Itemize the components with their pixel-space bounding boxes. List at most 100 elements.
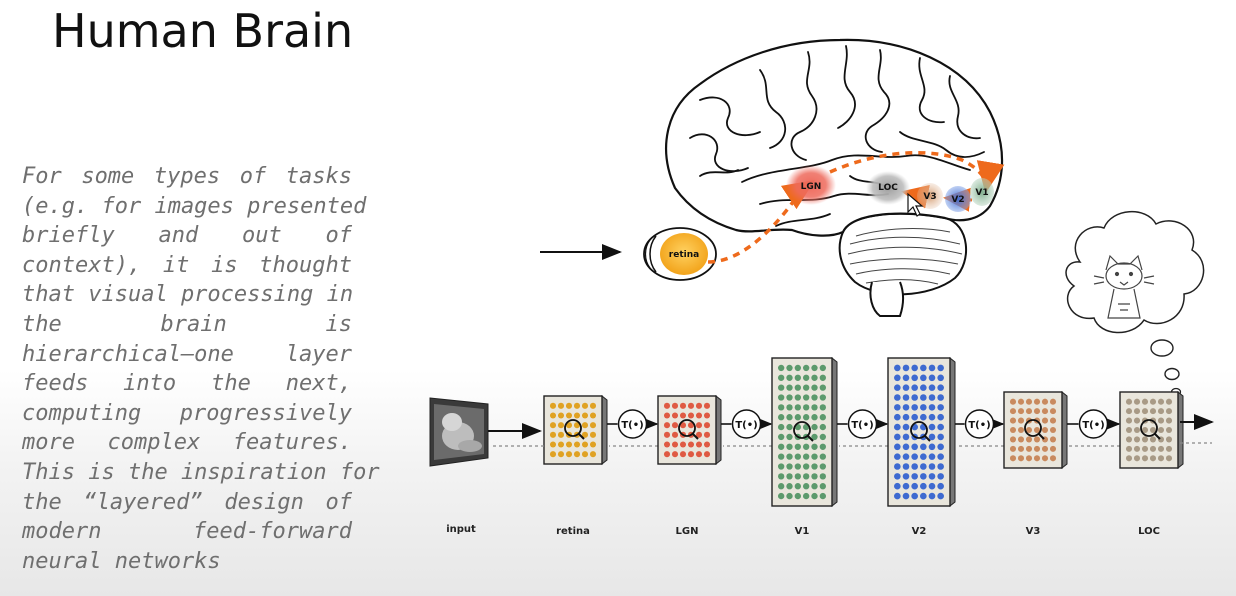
neuron-dot: [778, 394, 785, 401]
neuron-dot: [811, 453, 818, 460]
neuron-dot: [1041, 417, 1049, 424]
neuron-dot: [1165, 398, 1173, 405]
brain-folds: [689, 45, 985, 227]
neuron-dot: [1033, 445, 1041, 452]
body-line: the brain is: [22, 311, 352, 337]
neuron-dot: [803, 492, 810, 500]
body-line: feeds into the next,: [22, 371, 352, 397]
neuron-dot: [1049, 426, 1057, 434]
neuron-dot: [778, 492, 785, 500]
neuron-dot: [819, 404, 826, 411]
neuron-dot: [803, 473, 810, 480]
neuron-dot: [928, 394, 936, 401]
neuron-dot: [786, 423, 793, 431]
neuron-dot: [894, 384, 901, 391]
neuron-dot: [819, 414, 826, 421]
neuron-dot: [581, 431, 589, 438]
neuron-dot: [671, 441, 679, 448]
neuron-dot: [811, 394, 818, 401]
neuron-dot: [565, 412, 573, 419]
neuron-dot: [786, 483, 793, 490]
neuron-dot: [1033, 408, 1041, 415]
neuron-dot: [786, 414, 793, 421]
neuron-dot: [811, 492, 818, 500]
neuron-dot: [1165, 445, 1173, 452]
neuron-dot: [1157, 445, 1165, 452]
neuron-dot: [803, 453, 810, 460]
neuron-dot: [803, 374, 810, 381]
neuron-dot: [937, 453, 944, 460]
neuron-dot: [1009, 455, 1017, 462]
brainstem-shape: [869, 281, 904, 317]
transform-label: T(•): [968, 420, 990, 431]
neuron-dot: [1157, 426, 1165, 434]
region-label-retina: retina: [669, 250, 699, 260]
neuron-dot: [937, 404, 944, 411]
stage-label-input: input: [446, 524, 476, 535]
neuron-dot: [911, 404, 918, 411]
neuron-dot: [1017, 455, 1025, 462]
neuron-dot: [557, 422, 565, 429]
neuron-dot: [1149, 398, 1157, 405]
neuron-dot: [1041, 445, 1049, 452]
body-line: hierarchical—one layer: [22, 341, 352, 367]
neuron-dot: [778, 443, 785, 450]
neuron-dot: [703, 431, 711, 438]
neuron-dot: [928, 492, 936, 500]
neuron-dot: [778, 414, 785, 421]
neuron-dot: [679, 451, 687, 458]
neuron-dot: [937, 413, 944, 421]
neuron-dot: [695, 451, 703, 458]
neuron-dot: [811, 384, 818, 391]
neuron-dot: [902, 482, 910, 490]
neuron-dot: [786, 433, 793, 441]
region-label-v3: V3: [923, 192, 936, 202]
neuron-dot: [902, 364, 910, 372]
neuron-dot: [1049, 398, 1057, 405]
neuron-dot: [811, 433, 818, 441]
body-line: context), it is thought: [22, 252, 352, 278]
neuron-dot: [928, 443, 936, 451]
neuron-dot: [811, 414, 818, 421]
neuron-dot: [911, 473, 918, 480]
region-label-v2: V2: [951, 195, 964, 205]
brain-region-v3: V3: [917, 183, 943, 209]
neuron-dot: [1125, 436, 1133, 443]
neuron-dot: [811, 404, 818, 411]
neuron-dot: [902, 423, 910, 431]
stage-panel-loc: [1119, 390, 1184, 470]
neuron-dot: [894, 413, 901, 421]
neuron-dot: [1149, 436, 1157, 443]
neuron-dot: [803, 414, 810, 421]
neuron-dot: [565, 422, 573, 429]
neuron-dot: [819, 394, 826, 401]
neuron-dot: [1141, 455, 1149, 462]
neuron-dot: [1141, 398, 1149, 405]
neuron-dot: [1141, 408, 1149, 415]
neuron-dot: [786, 374, 793, 381]
neuron-dot: [565, 402, 573, 409]
neuron-dot: [803, 364, 810, 372]
neuron-dot: [1041, 398, 1049, 405]
neuron-dot: [671, 422, 679, 429]
neuron-dot: [687, 451, 695, 458]
neuron-dot: [1025, 445, 1033, 452]
transform-label: T(•): [851, 420, 873, 431]
magnifier-icon: [1024, 419, 1042, 437]
neuron-dot: [786, 364, 793, 372]
neuron-dot: [902, 473, 910, 480]
neuron-dot: [794, 453, 801, 460]
neuron-dot: [794, 414, 801, 421]
transform-label: T(•): [1082, 420, 1104, 431]
neuron-dot: [794, 492, 801, 500]
neuron-dot: [589, 402, 597, 409]
neuron-dot: [920, 473, 927, 480]
cerebellum-shape: [838, 212, 968, 296]
neuron-dot: [589, 412, 597, 419]
neuron-dot: [819, 483, 826, 490]
neuron-dot: [902, 374, 910, 382]
neuron-dot: [549, 431, 557, 438]
neuron-dot: [894, 423, 901, 431]
neuron-dot: [786, 443, 793, 450]
neuron-dot: [786, 473, 793, 480]
